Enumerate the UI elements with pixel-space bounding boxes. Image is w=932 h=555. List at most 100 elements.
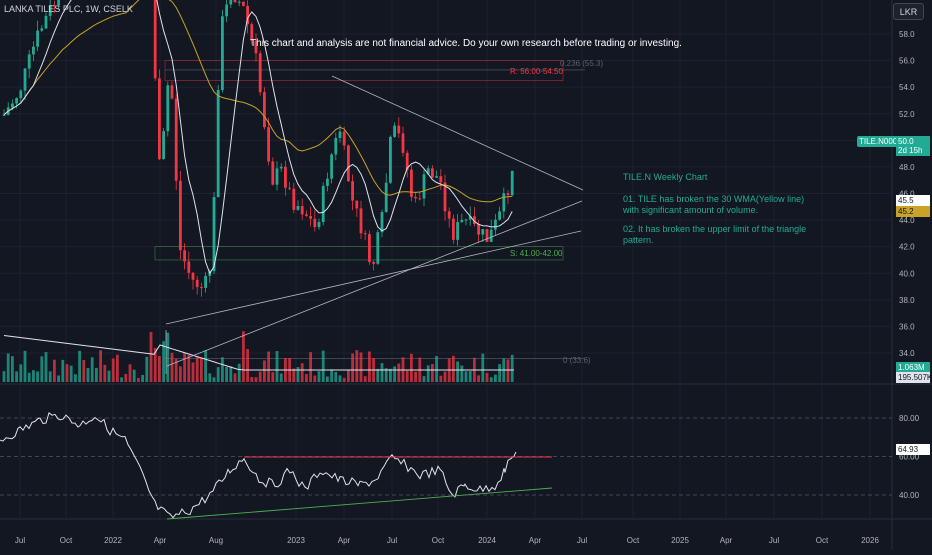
volume-bar (162, 341, 165, 382)
x-tick-label: Jul (15, 536, 25, 545)
resistance-zone (164, 60, 564, 81)
volume-bar (74, 374, 77, 382)
rsi-tick-label: 60.00 (899, 453, 920, 462)
volume-bar (439, 375, 443, 382)
x-tick-label: Jul (577, 536, 587, 545)
volume-bar (170, 352, 174, 382)
volume-bar (393, 366, 396, 382)
symbol-price-tag: TILE.N0000 (857, 136, 904, 147)
volume-bar (86, 367, 90, 382)
candle-body (212, 197, 216, 272)
candle-body (19, 90, 23, 99)
volume-bar (355, 350, 359, 382)
volume-bar (250, 377, 254, 382)
volume-bar (233, 373, 237, 382)
candle-body (191, 272, 195, 280)
volume-bar (422, 376, 426, 382)
candle-body (237, 1, 241, 3)
candle-body (187, 261, 191, 273)
volume-bar (410, 353, 413, 382)
volume-bar (208, 373, 212, 382)
volume-bar (347, 369, 350, 382)
price-tick-label: 34.0 (899, 349, 915, 358)
volume-bar (11, 356, 14, 382)
candle-body (460, 219, 464, 223)
volume-ma-tag: 195.507K (896, 372, 932, 383)
fib-top-label: 0.236 (55.3) (560, 59, 604, 68)
candle-body (393, 125, 396, 137)
volume-bar (32, 370, 35, 382)
price-tick-label: 48.0 (899, 163, 915, 172)
volume-bar (23, 350, 27, 382)
candle-body (435, 176, 438, 178)
candle-body (292, 188, 296, 210)
volume-bar (78, 350, 81, 382)
volume-bar (506, 359, 510, 382)
volume-bar (99, 350, 102, 382)
volume-bar (267, 351, 270, 382)
volume-bar (292, 368, 296, 382)
candle-body (229, 0, 233, 5)
candle-body (2, 114, 6, 116)
candle-body (153, 0, 157, 79)
volume-bar (229, 366, 233, 382)
candle-body (405, 152, 409, 170)
candle-body (250, 24, 254, 41)
candle-body (36, 30, 39, 47)
price-tick-label: 52.0 (899, 110, 915, 119)
candle-body (200, 287, 203, 289)
x-tick-label: Apr (338, 536, 351, 545)
volume-bar (258, 371, 262, 382)
candle-body (183, 250, 186, 262)
candle-body (351, 181, 354, 201)
x-tick-label: 2025 (671, 536, 689, 545)
candle-body (380, 212, 384, 233)
disclaimer-text: This chart and analysis are not financia… (250, 38, 682, 49)
candle-body (170, 85, 174, 99)
volume-bar (61, 359, 65, 382)
candle-body (15, 98, 18, 104)
candle-body (296, 206, 300, 210)
volume-bar (57, 375, 60, 382)
currency-button[interactable]: LKR (893, 3, 924, 20)
candle-body (216, 90, 220, 198)
volume-bar (481, 353, 485, 382)
candle-body (355, 200, 359, 209)
x-tick-label: Jul (387, 536, 397, 545)
volume-bar (90, 357, 94, 382)
volume-ma-line (3, 335, 514, 371)
candle-body (397, 125, 401, 134)
triangle-lower-line-2 (166, 200, 583, 367)
candle-body (233, 0, 237, 3)
volume-bar (15, 371, 18, 382)
volume-bar (137, 377, 140, 382)
notes-title: TILE.N Weekly Chart (623, 172, 708, 182)
candle-body (330, 154, 333, 179)
rsi-line (0, 411, 517, 519)
candle-body (452, 218, 455, 240)
rsi-value-tag: 64.93 (896, 444, 930, 455)
candle-body (284, 166, 287, 188)
volume-bar (431, 364, 434, 382)
volume-bar (342, 377, 346, 382)
candle-body (456, 222, 459, 240)
volume-bar (82, 360, 86, 382)
candle-body (23, 68, 27, 91)
volume-bar (128, 364, 132, 382)
volume-bar (65, 364, 69, 382)
volume-bar (95, 367, 98, 382)
volume-bar (120, 377, 123, 382)
candle-body (401, 133, 405, 153)
volume-bar (405, 370, 409, 382)
candle-body (414, 196, 417, 199)
ma-white-line (3, 0, 513, 275)
x-tick-label: 2026 (861, 536, 879, 545)
x-tick-label: Oct (627, 536, 640, 545)
candle-body (418, 198, 422, 200)
volume-bar (27, 372, 31, 382)
candle-body (447, 211, 451, 219)
volume-bar (2, 371, 6, 382)
candle-body (27, 54, 31, 69)
